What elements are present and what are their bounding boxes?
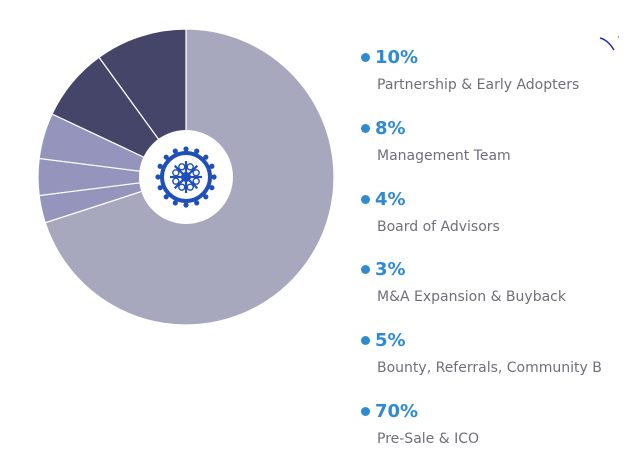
legend-label: Board of Advisors bbox=[377, 218, 500, 235]
legend-bullet-icon bbox=[361, 53, 370, 62]
legend-item-pre-sale-and-ico: 70% Pre-Sale & ICO bbox=[361, 401, 601, 451]
legend-bullet-icon bbox=[361, 407, 370, 416]
legend-bullet-icon bbox=[361, 194, 370, 204]
legend-bullet-icon bbox=[361, 123, 370, 133]
legend-bullet-icon bbox=[361, 336, 370, 346]
legend-percent: 4% bbox=[375, 188, 406, 210]
legend-percent: 8% bbox=[375, 117, 406, 139]
legend-item-manda-expansion-and-buyback: 3% M&A Expansion & Buyback bbox=[361, 259, 601, 309]
corner-mark bbox=[599, 35, 620, 51]
legend: 10% Partnership & Early Adopters 8% Managem… bbox=[361, 47, 601, 457]
legend-label: Partnership & Early Adopters bbox=[377, 77, 580, 93]
legend-item-management-team: 8% Management Team bbox=[361, 118, 601, 168]
legend-bullet-icon bbox=[361, 265, 370, 275]
legend-item-partnership-and-early-adopters: 10% Partnership & Early Adopters bbox=[361, 47, 601, 97]
pie-chart bbox=[0, 0, 360, 360]
legend-label: Bounty, Referrals, Community Bui bbox=[377, 360, 601, 377]
legend-percent: 5% bbox=[375, 330, 406, 352]
wheel-logo-icon bbox=[155, 146, 217, 208]
legend-percent: 3% bbox=[375, 259, 406, 281]
legend-item-board-of-advisors: 4% Board of Advisors bbox=[361, 189, 601, 239]
legend-item-bounty-referrals-community-bui: 5% Bounty, Referrals, Community Bui bbox=[361, 330, 601, 380]
pie-svg bbox=[37, 28, 335, 326]
legend-percent: 10% bbox=[375, 47, 419, 68]
legend-percent: 70% bbox=[375, 401, 419, 422]
legend-label: M&A Expansion & Buyback bbox=[377, 289, 566, 306]
legend-label: Pre-Sale & ICO bbox=[377, 431, 480, 447]
legend-label: Management Team bbox=[377, 147, 511, 164]
